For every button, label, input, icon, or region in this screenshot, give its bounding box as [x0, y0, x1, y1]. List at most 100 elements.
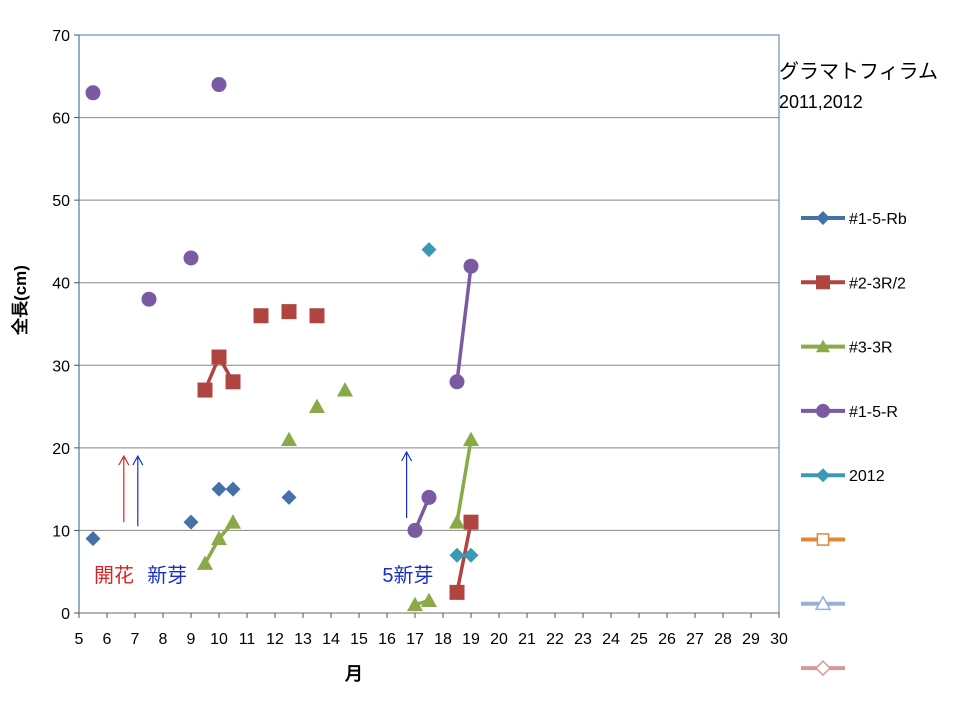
data-point [421, 592, 437, 608]
series-line [455, 520, 473, 595]
x-tick-label: 18 [434, 631, 452, 648]
data-point [225, 514, 241, 529]
data-point [816, 403, 830, 418]
x-tick-label: 16 [378, 631, 396, 648]
x-tick-label: 15 [350, 631, 368, 648]
x-tick-label: 24 [602, 631, 620, 648]
data-point [816, 275, 830, 290]
data-point [85, 531, 101, 547]
chart-title: グラマトフィラム [779, 60, 938, 83]
x-tick-label: 10 [210, 631, 228, 648]
arrow-head [132, 454, 144, 466]
legend-entry: 2012 [801, 468, 885, 485]
data-point [463, 547, 479, 563]
data-point [225, 481, 241, 497]
series-4 [421, 242, 479, 563]
data-point [421, 242, 437, 258]
legend-label: #2-3R/2 [849, 275, 906, 292]
data-point [463, 431, 479, 446]
annotation-label: 5新芽 [382, 564, 433, 587]
data-point [211, 481, 227, 497]
x-tick-label: 29 [742, 631, 760, 648]
arrow-head [118, 454, 130, 466]
data-point [141, 291, 157, 307]
x-tick-label: 27 [686, 631, 704, 648]
legend-label: 2012 [849, 468, 885, 485]
legend-label: #1-5-R [849, 404, 898, 421]
data-point [281, 489, 297, 505]
data-point [225, 374, 241, 390]
x-tick-label: 13 [294, 631, 312, 648]
chart-subtitle: 2011,2012 [779, 92, 863, 112]
x-tick-label: 8 [159, 631, 168, 648]
data-point [407, 522, 423, 538]
data-point [449, 514, 465, 529]
x-tick-label: 6 [103, 631, 112, 648]
data-point [197, 555, 213, 570]
axes: 0 10 20 30 40 50 60 70 5 6 7 8 9 10 11 12 13 14 15 16 17 18 19… [52, 28, 788, 648]
x-tick-label: 12 [266, 631, 284, 648]
data-point [309, 398, 325, 413]
data-point [211, 77, 227, 93]
series-0 [85, 481, 297, 547]
y-tick-label: 10 [52, 523, 70, 540]
data-point [337, 382, 353, 397]
x-tick-label: 26 [658, 631, 676, 648]
data-point [85, 85, 101, 101]
data-point [816, 468, 830, 483]
data-point [281, 304, 297, 320]
y-tick-label: 40 [52, 276, 70, 293]
x-tick-label: 14 [322, 631, 340, 648]
legend-entry [801, 533, 845, 546]
arrow-head [401, 450, 413, 462]
y-tick-label: 0 [61, 606, 70, 623]
data-point [421, 489, 437, 505]
legend-entry [801, 595, 845, 611]
y-tick-label: 50 [52, 193, 70, 210]
data-point [816, 211, 830, 225]
data-point [816, 533, 830, 546]
x-tick-label: 28 [714, 631, 732, 648]
data-point [253, 308, 269, 324]
data-point [407, 596, 423, 612]
data-point [183, 514, 199, 530]
data-point [211, 530, 227, 546]
annotation-label: 新芽 [147, 564, 187, 587]
x-tick-label: 5 [75, 631, 84, 648]
data-point [309, 308, 325, 324]
x-tick-label: 30 [770, 631, 788, 648]
data-point [183, 250, 199, 266]
series-line [455, 264, 473, 384]
data-point [816, 339, 830, 353]
grid [79, 117, 779, 531]
legend-entry: #1-5-R [801, 403, 898, 421]
series [85, 77, 479, 612]
y-axis-label: 全長(cm) [10, 265, 30, 336]
data-point [814, 595, 832, 611]
series-3 [85, 77, 479, 538]
data-point [463, 258, 479, 274]
x-tick-label: 25 [630, 631, 648, 648]
data-point [197, 382, 213, 398]
legend-label: #1-5-Rb [849, 211, 907, 228]
legend-entry: #3-3R [801, 339, 893, 357]
x-tick-label: 7 [131, 631, 140, 648]
annotations: 開花 新芽 5新芽 [94, 450, 434, 587]
x-tick-label: 21 [518, 631, 536, 648]
data-point [449, 584, 465, 600]
y-tick-label: 30 [52, 358, 70, 375]
legend-label: #3-3R [849, 340, 893, 357]
data-point [211, 349, 227, 365]
legend-entry [801, 660, 845, 677]
x-tick-label: 11 [239, 631, 256, 648]
data-point [463, 514, 479, 530]
annotation-label: 開花 [94, 564, 134, 587]
series-1 [197, 304, 479, 600]
x-axis-label: 月 [344, 664, 363, 684]
legend-entry: #2-3R/2 [801, 275, 906, 292]
legend: #1-5-Rb #2-3R/2 #3-3R #1-5-R 2012 [801, 211, 907, 677]
x-tick-label: 22 [546, 631, 564, 648]
legend-entry: #1-5-Rb [801, 211, 907, 228]
